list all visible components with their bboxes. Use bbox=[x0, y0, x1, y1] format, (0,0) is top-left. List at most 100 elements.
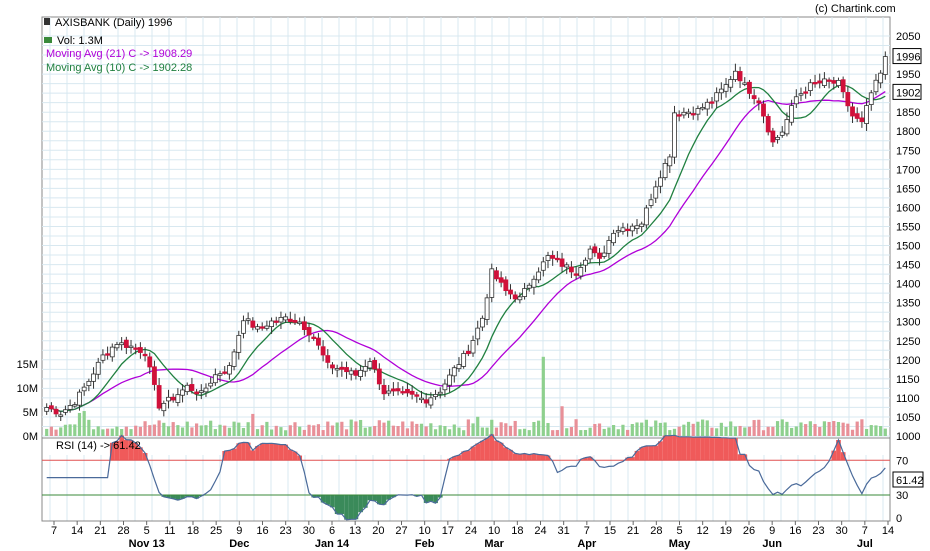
volume-bar bbox=[565, 428, 569, 436]
volume-bar bbox=[532, 421, 536, 436]
candle-body bbox=[264, 325, 270, 329]
candle-body bbox=[180, 389, 185, 396]
candle-body bbox=[714, 92, 720, 102]
candle-body bbox=[859, 117, 865, 123]
candle-body bbox=[700, 107, 705, 110]
candle-body bbox=[484, 297, 490, 320]
candle-body bbox=[554, 257, 560, 261]
x-tick-label: 14 bbox=[882, 525, 894, 537]
candle-body bbox=[114, 344, 120, 349]
candle-body bbox=[386, 390, 392, 394]
volume-bar bbox=[87, 419, 91, 436]
volume-bar bbox=[316, 424, 321, 436]
volume-bar bbox=[213, 429, 217, 436]
x-tick-label: 28 bbox=[650, 525, 662, 537]
volume-bar bbox=[255, 429, 260, 436]
candle-body bbox=[793, 96, 799, 105]
candle-body bbox=[732, 70, 738, 80]
volume-bar bbox=[682, 424, 686, 436]
volume-bar bbox=[504, 423, 508, 436]
volume-legend: Vol: 1.3M bbox=[57, 35, 103, 47]
volume-icon bbox=[44, 37, 52, 43]
candle-body bbox=[198, 390, 204, 393]
volume-bar bbox=[527, 430, 531, 436]
month-label: Dec bbox=[229, 538, 249, 550]
candle-body bbox=[615, 230, 621, 233]
candle-body bbox=[718, 88, 724, 94]
candle-body bbox=[67, 405, 73, 410]
candle-body bbox=[723, 84, 729, 92]
volume-bar bbox=[340, 421, 344, 436]
month-label: Mar bbox=[484, 538, 504, 550]
volume-bar bbox=[841, 422, 845, 436]
candle-body bbox=[53, 408, 59, 415]
volume-bar bbox=[452, 424, 456, 436]
volume-bar bbox=[251, 413, 255, 436]
candle-body bbox=[461, 353, 467, 367]
current-rsi-label: 61.42 bbox=[896, 475, 924, 487]
candle-body bbox=[372, 359, 378, 370]
price-tick-label: 1450 bbox=[896, 260, 920, 272]
volume-bar bbox=[555, 430, 559, 436]
candle-body bbox=[119, 342, 125, 346]
candle-body bbox=[344, 367, 349, 373]
volume-bar bbox=[190, 427, 194, 436]
volume-tick-label: 0M bbox=[23, 431, 38, 443]
candle-body bbox=[292, 319, 298, 323]
volume-tick-label: 5M bbox=[23, 407, 38, 419]
volume-bar bbox=[518, 429, 522, 436]
price-tick-label: 1950 bbox=[896, 69, 920, 81]
x-tick-label: 28 bbox=[117, 525, 129, 537]
x-tick-label: 21 bbox=[627, 525, 639, 537]
x-tick-label: 21 bbox=[94, 525, 106, 537]
volume-bar bbox=[799, 422, 803, 436]
volume-bar bbox=[747, 426, 752, 436]
volume-bar bbox=[110, 428, 114, 436]
volume-bar bbox=[663, 422, 667, 436]
volume-bar bbox=[710, 427, 714, 436]
volume-bar bbox=[326, 421, 330, 436]
x-tick-label: 9 bbox=[769, 525, 775, 537]
volume-bar bbox=[686, 421, 691, 436]
x-tick-label: 12 bbox=[697, 525, 709, 537]
candle-body bbox=[212, 374, 218, 384]
volume-bar bbox=[438, 425, 442, 436]
candle-body bbox=[320, 346, 326, 356]
volume-bar bbox=[105, 428, 110, 436]
rsi-line bbox=[46, 433, 886, 521]
volume-bar bbox=[199, 425, 203, 436]
plot-frame bbox=[41, 16, 891, 522]
volume-bar bbox=[593, 423, 597, 436]
x-tick-label: 10 bbox=[419, 525, 431, 537]
candle-body bbox=[662, 163, 668, 179]
candle-body bbox=[175, 394, 181, 403]
candle-body bbox=[512, 294, 518, 300]
volume-bar bbox=[288, 425, 292, 436]
candle-body bbox=[765, 116, 771, 133]
volume-bar bbox=[419, 423, 424, 436]
candle-body bbox=[273, 320, 279, 323]
candle-body bbox=[498, 277, 504, 283]
x-tick-label: 14 bbox=[71, 525, 83, 537]
x-tick-label: 24 bbox=[534, 525, 546, 537]
candle-body bbox=[311, 336, 317, 339]
volume-bar bbox=[583, 429, 588, 436]
candle-body bbox=[95, 361, 101, 375]
price-tick-label: 1650 bbox=[896, 183, 920, 195]
candle-body bbox=[245, 318, 251, 321]
volume-bar bbox=[649, 426, 653, 436]
candle-body bbox=[756, 100, 762, 104]
candle-body bbox=[770, 130, 776, 143]
candle-body bbox=[742, 82, 748, 85]
price-tick-label: 1700 bbox=[896, 164, 920, 176]
x-tick-label: 13 bbox=[349, 525, 361, 537]
volume-bar bbox=[574, 419, 578, 436]
candle-body bbox=[826, 79, 832, 82]
volume-bar bbox=[766, 426, 770, 436]
candle-body bbox=[812, 82, 818, 85]
candle-body bbox=[695, 108, 701, 115]
current-ma-label: 1902 bbox=[896, 87, 920, 99]
volume-bar bbox=[59, 427, 63, 436]
price-tick-label: 1600 bbox=[896, 202, 920, 214]
volume-bar bbox=[162, 422, 166, 436]
